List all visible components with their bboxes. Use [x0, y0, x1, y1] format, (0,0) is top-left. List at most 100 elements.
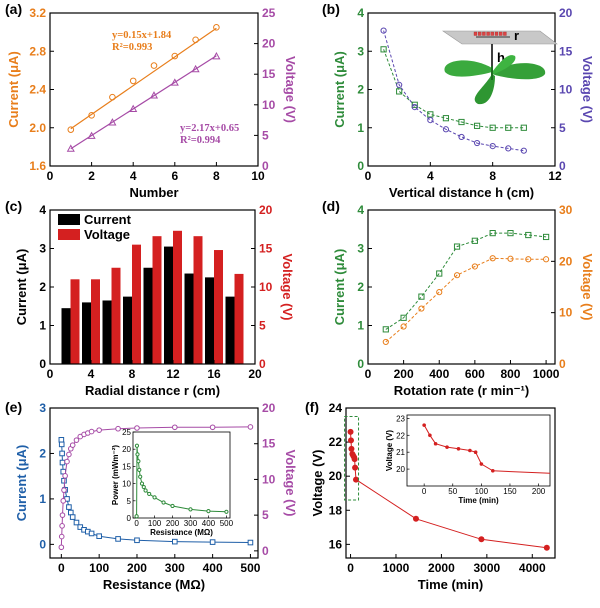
panel-a-x-tick-label-4: 8 — [213, 169, 220, 183]
panel-a-y2-tick-label-2: 10 — [262, 98, 276, 112]
panel-d-series1-point-0 — [382, 338, 389, 346]
panel-e-inset-point-2 — [135, 452, 140, 457]
panel-c-y2-tick-label-1: 5 — [259, 319, 266, 333]
panel-d-y-tick-label-1: 1 — [357, 319, 364, 333]
panel-e-x-axis-label: Resistance (MΩ) — [103, 577, 205, 592]
panel-d-plot-frame — [367, 209, 556, 365]
panel-e-series1-point-16 — [96, 427, 102, 433]
panel-d-y2-tick-label-3: 30 — [559, 203, 573, 217]
panel-e-y2-axis-label: Voltage (V) — [283, 450, 298, 517]
magnet-icon — [482, 31, 486, 36]
blade-icon — [492, 55, 516, 74]
panel-a-y2-tick-label-5: 25 — [262, 6, 276, 20]
panel-a: 0 2 4 6 8 10 Number 1.6 2.0 2.4 2.8 3.2 Current (μA)… — [5, 1, 298, 200]
panel-e-series0-point-15 — [88, 530, 95, 537]
panel-d-x-tick-label-1: 200 — [394, 367, 414, 381]
panel-f-inset-y-tick-label-0: 20 — [396, 465, 405, 474]
panel-f-inset-y-label: Voltage (V) — [385, 430, 394, 472]
panel-d-series1-point-2 — [418, 305, 425, 312]
panel-b-series1-point-9 — [520, 147, 527, 154]
panel-d-series0-point-8 — [525, 231, 532, 239]
panel-e-series0-point-0 — [58, 437, 65, 443]
panel-b-series0-line — [383, 49, 524, 129]
panel-b-y2-axis-label: Voltage (V) — [580, 56, 595, 123]
panel-c-bar-current-2 — [102, 300, 112, 364]
panel-b-y-tick-label-2: 2 — [357, 83, 364, 97]
panel-b-series0-point-9 — [520, 124, 527, 131]
panel-e-inset-y-tick-label-0: 0 — [127, 514, 132, 523]
panel-f-plot-frame — [345, 407, 556, 559]
panel-c-y2-tick-label-2: 10 — [259, 280, 273, 294]
panel-d-series0-point-5 — [471, 237, 478, 244]
panel-e-series1-point-10 — [69, 442, 76, 448]
panel-f-inset-point-5 — [468, 448, 472, 453]
panel-e-inset-y-tick-label-5: 25 — [122, 428, 131, 437]
panel-f-panel-label: (f) — [305, 399, 319, 415]
panel-c-bar-current-6 — [184, 273, 194, 364]
panel-d-y-tick-label-4: 4 — [357, 203, 364, 217]
panel-b-series1-point-5 — [458, 133, 465, 141]
panel-a-series1-point-5 — [170, 78, 179, 86]
panel-c-panel-label: (c) — [5, 198, 22, 214]
panel-e-series1-point-17 — [115, 425, 121, 432]
panel-a-series0-point-0 — [67, 126, 75, 133]
panel-f-inset-point-3 — [445, 445, 449, 449]
panel-e-series0-point-19 — [172, 538, 178, 545]
panel-f-point-1 — [347, 437, 354, 444]
panel-d-y-axis-label: Current (μA) — [332, 249, 347, 326]
panel-e-series0-point-11 — [73, 519, 80, 526]
panel-e-series1-point-5 — [61, 487, 67, 493]
panel-e-series1-point-11 — [73, 437, 80, 443]
panel-a-x-tick-label-1: 2 — [88, 169, 95, 183]
panel-c-bar-voltage-8 — [234, 273, 244, 364]
panel-f-inset-x-tick-label-2: 100 — [475, 487, 489, 496]
magnet-icon — [486, 31, 490, 36]
panel-e-series1-point-0 — [58, 544, 65, 551]
panel-e-inset-frame — [132, 431, 231, 519]
panel-a-x-tick-label-2: 4 — [130, 169, 137, 183]
panel-c-x-tick-label-0: 0 — [47, 367, 54, 381]
panel-b-x-tick-label-3: 12 — [548, 169, 562, 183]
panel-d-series0-point-9 — [542, 233, 550, 241]
panel-a-y-tick-label-2: 2.4 — [29, 83, 46, 97]
panel-b-series1-point-1 — [396, 81, 403, 89]
panel-d-series1-line — [385, 257, 547, 343]
panel-f-inset-point-2 — [433, 441, 438, 446]
panel-f-y-tick-label-1: 18 — [329, 503, 343, 517]
panel-f-inset-point-4 — [456, 447, 461, 451]
panel-b-y2-tick-label-3: 15 — [559, 44, 573, 58]
panel-e-series1-point-6 — [62, 473, 68, 479]
panel-a-series1-point-6 — [191, 64, 200, 73]
panel-e-series0-point-17 — [115, 536, 121, 542]
panel-e-inset-y-tick-label-2: 10 — [122, 480, 131, 489]
panel-b-setup-illustration: rh — [442, 28, 558, 105]
magnet-icon — [503, 31, 507, 36]
panel-c-legend-label-voltage: Voltage — [84, 227, 130, 242]
panel-b-series1-point-4 — [442, 126, 450, 133]
panel-f-inset-y-tick-label-2: 22 — [396, 431, 405, 440]
panel-e-series1-point-15 — [88, 428, 95, 435]
panel-e-inset-point-4 — [137, 467, 142, 472]
panel-b-label-h: h — [497, 50, 505, 65]
panel-b-series1-point-2 — [411, 103, 418, 111]
panel-e-y2-tick-label-2: 10 — [262, 472, 276, 486]
panel-b-series0-point-0 — [380, 46, 387, 53]
panel-a-r2-voltage: R²=0.994 — [180, 135, 221, 146]
panel-a-series1-point-2 — [108, 118, 117, 126]
panel-b-x-tick-label-2: 8 — [489, 169, 496, 183]
panel-a-y2-tick-label-1: 5 — [262, 128, 269, 142]
panel-c-bar-voltage-6 — [193, 236, 203, 364]
panel-f-inset-line — [423, 424, 551, 474]
blade-icon — [474, 74, 495, 105]
panel-e-inset-x-tick-label-2: 200 — [166, 519, 180, 528]
panel-f-point-11 — [543, 544, 550, 551]
panel-f-point-2 — [348, 445, 355, 452]
panel-d-series1-point-5 — [471, 263, 478, 270]
panel-b-series0-point-3 — [427, 111, 434, 118]
panel-d-x-tick-label-0: 0 — [365, 367, 372, 381]
panel-e-series1-point-2 — [59, 523, 65, 529]
panel-b-y2-tick-label-2: 10 — [559, 83, 573, 97]
panel-c-legend-swatch-voltage — [58, 229, 80, 240]
panel-b-y-tick-label-4: 4 — [357, 6, 364, 20]
